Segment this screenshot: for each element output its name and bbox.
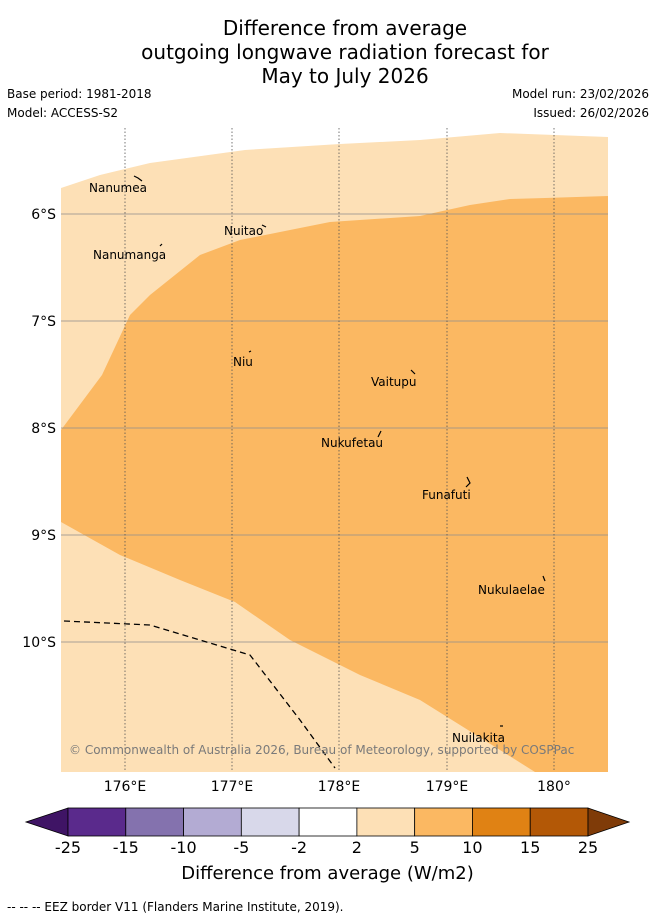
island-label-niu: Niu xyxy=(233,355,253,369)
copyright-text: © Commonwealth of Australia 2026, Bureau… xyxy=(69,743,574,757)
colorbar-tick-label: -5 xyxy=(233,838,249,857)
title-line-3: May to July 2026 xyxy=(261,64,429,88)
colorbar-segment xyxy=(414,807,473,837)
title-line-1: Difference from average xyxy=(222,16,468,40)
title-line-2: outgoing longwave radiation forecast for xyxy=(141,40,549,64)
colorbar-tick-label: 15 xyxy=(520,838,540,857)
colorbar-arrow-low xyxy=(24,807,69,837)
lat-gridlines xyxy=(61,213,608,643)
colorbar-segment xyxy=(298,807,358,837)
colorbar-tick-label: 5 xyxy=(410,838,420,857)
colorbar-segment xyxy=(67,807,127,837)
colorbar-segment xyxy=(356,807,416,837)
island-labels: Nanumea Nuitao Nanumanga Niu Vaitupu Nuk… xyxy=(89,181,545,745)
lat-label-8s: 8°S xyxy=(31,421,56,437)
model-name: Model: ACCESS-S2 xyxy=(7,106,119,120)
colorbar-tick-label: -2 xyxy=(291,838,307,857)
colorbar-segment xyxy=(183,807,242,837)
lon-tick-labels: 176°E 177°E 178°E 179°E 180° xyxy=(104,779,571,795)
island-mark-nukulaelae xyxy=(542,575,546,582)
colorbar-tick-label: 25 xyxy=(578,838,598,857)
zone-medium xyxy=(61,196,608,772)
island-label-nuitao: Nuitao xyxy=(224,224,263,238)
lon-gridlines xyxy=(124,128,555,772)
colorbar-tick-label: -15 xyxy=(113,838,139,857)
colorbar-tick-label: 2 xyxy=(352,838,362,857)
island-label-nukufetau: Nukufetau xyxy=(321,436,383,450)
colorbar-arrow-high xyxy=(587,807,631,837)
eez-legend-text: -- -- -- EEZ border V11 (Flanders Marine… xyxy=(7,900,344,914)
island-label-nuilakita: Nuilakita xyxy=(452,731,505,745)
colorbar-label: Difference from average (W/m2) xyxy=(181,863,474,884)
colorbar-segment xyxy=(240,807,300,837)
island-mark-funafuti xyxy=(465,476,471,488)
lat-label-10s: 10°S xyxy=(22,635,56,651)
island-marks xyxy=(133,175,546,727)
island-label-nanumea: Nanumea xyxy=(89,181,147,195)
lon-label-176e: 176°E xyxy=(104,779,147,795)
island-mark-niu xyxy=(248,350,252,353)
base-period: Base period: 1981-2018 xyxy=(7,87,152,101)
island-label-nukulaelae: Nukulaelae xyxy=(478,583,545,597)
colorbar-tick-label: -10 xyxy=(170,838,196,857)
lon-label-177e: 177°E xyxy=(211,779,254,795)
island-mark-nanumanga xyxy=(159,243,163,247)
lon-label-179e: 179°E xyxy=(426,779,469,795)
colorbar-tick-label: 10 xyxy=(462,838,482,857)
island-mark-nanumea xyxy=(133,175,143,182)
island-label-vaitupu: Vaitupu xyxy=(371,375,417,389)
colorbar-segment xyxy=(125,807,184,837)
colorbar-tick-label: -25 xyxy=(55,838,81,857)
model-run: Model run: 23/02/2026 xyxy=(511,87,649,101)
lat-label-6s: 6°S xyxy=(31,207,56,223)
lat-label-7s: 7°S xyxy=(31,314,56,330)
island-mark-nuitao xyxy=(261,224,267,228)
lat-tick-labels: 6°S 7°S 8°S 9°S 10°S xyxy=(22,207,56,651)
lon-label-180: 180° xyxy=(537,779,571,795)
colorbar-segment xyxy=(529,807,589,837)
chart-title: Difference from average outgoing longwav… xyxy=(0,16,655,88)
eez-border xyxy=(63,620,336,769)
lat-label-9s: 9°S xyxy=(31,528,56,544)
lon-label-178e: 178°E xyxy=(318,779,361,795)
island-mark-vaitupu xyxy=(410,369,416,375)
island-label-nanumanga: Nanumanga xyxy=(93,248,166,262)
colorbar-segment xyxy=(472,807,531,837)
island-label-funafuti: Funafuti xyxy=(422,488,471,502)
issued-date: Issued: 26/02/2026 xyxy=(533,106,649,120)
island-mark-nukufetau xyxy=(377,430,382,438)
colorbar: -25 -15 -10 -5 -2 2 5 10 15 25 xyxy=(24,807,631,857)
